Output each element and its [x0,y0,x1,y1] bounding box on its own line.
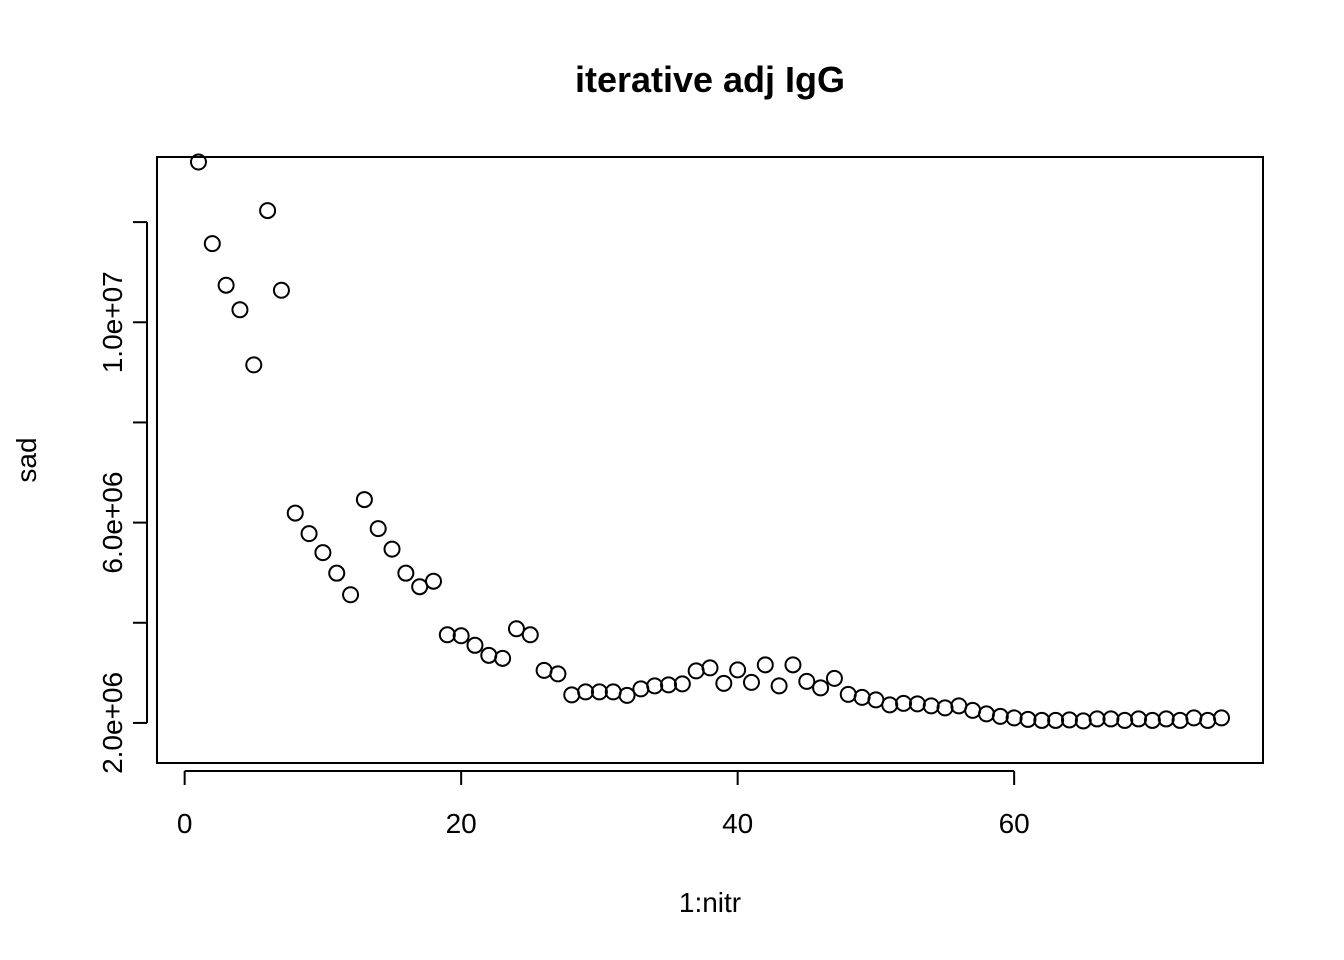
data-point [507,620,525,638]
y-axis-label: sad [11,437,42,482]
data-point [729,661,747,679]
data-point [646,677,664,695]
data-point [1005,709,1023,727]
data-point [1185,709,1203,727]
x-tick-label: 60 [999,808,1030,839]
data-point [867,691,885,709]
data-point [563,686,581,704]
data-point [1143,711,1161,729]
data-point [328,564,346,582]
data-point [1074,712,1092,730]
data-point [494,649,512,667]
data-point [342,586,360,604]
data-point [964,701,982,719]
data-point [839,685,857,703]
data-point [1213,709,1231,727]
data-point [425,572,442,590]
data-point [936,699,954,717]
data-point [259,202,277,220]
x-tick-label: 0 [177,808,193,839]
y-tick-label: 6.0e+06 [97,472,128,574]
x-tick-label: 20 [446,808,477,839]
data-point [590,683,608,701]
data-point [1060,711,1078,729]
x-axis: 0 20 40 60 [177,770,1030,839]
data-point [660,676,678,694]
chart-title: iterative adj IgG [575,59,845,100]
plot-frame [156,156,1264,764]
data-point [922,697,940,715]
data-point [1088,710,1106,728]
data-point [895,694,913,712]
data-point [369,520,387,538]
data-point [742,673,760,691]
data-point [203,235,221,253]
data-point [1102,710,1120,728]
data-point [535,661,553,679]
data-point [521,626,539,644]
data-point [701,659,719,677]
data-point [549,665,567,683]
data-point [231,301,249,319]
data-point [632,680,650,698]
data-point [812,679,830,697]
data-point [1033,711,1051,729]
data-point [466,636,484,654]
data-point [825,669,843,687]
data-point [978,705,995,723]
data-point [577,683,595,701]
data-point [715,674,733,692]
x-axis-label: 1:nitr [679,887,741,918]
data-point [397,564,415,582]
data-point [770,677,788,695]
data-point [604,683,622,701]
data-point [991,707,1009,725]
data-point [480,646,498,664]
data-point [908,695,926,713]
data-point [618,686,636,704]
data-point [1130,710,1148,728]
y-axis: 2.0e+06 6.0e+06 1.0e+07 [97,221,148,774]
data-point [286,504,304,522]
data-point [300,525,318,543]
x-tick-label: 40 [722,808,753,839]
data-point [189,153,207,171]
data-point [452,627,470,645]
data-point [853,688,871,706]
data-point [217,276,235,294]
data-points [189,153,1231,730]
data-point [1116,711,1134,729]
data-point [355,491,373,509]
data-point [756,656,774,674]
y-tick-label: 2.0e+06 [97,672,128,774]
data-point [411,578,429,596]
data-point [1019,710,1037,728]
data-point [438,626,456,644]
data-point [1171,711,1189,729]
data-point [881,696,899,714]
data-point [950,697,968,715]
data-point [1157,710,1175,728]
data-point [687,662,705,680]
y-tick-label: 1.0e+07 [97,271,128,373]
data-point [784,656,802,674]
data-point [673,675,691,693]
data-point [1047,711,1065,729]
data-point [1199,711,1217,729]
data-point [798,672,816,690]
data-point [383,540,401,558]
data-point [245,356,263,374]
data-point [272,281,290,299]
data-point [314,544,332,562]
